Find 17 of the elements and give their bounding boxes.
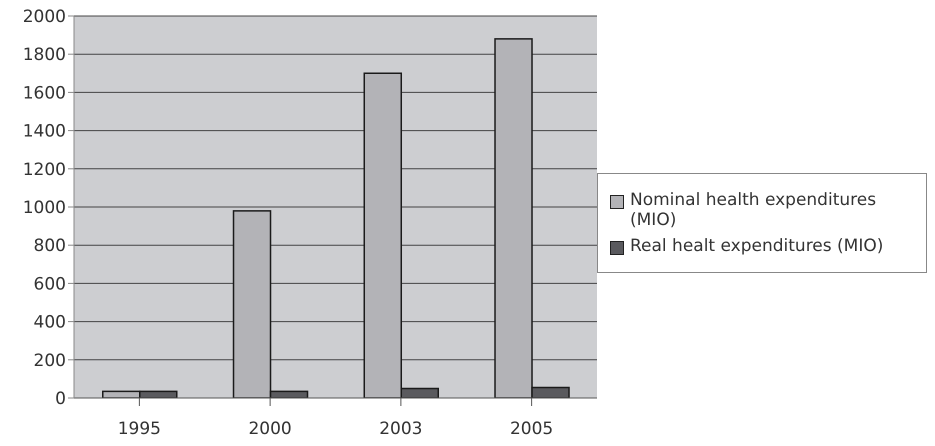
- y-tick-label: 1800: [22, 45, 66, 66]
- y-tick-label: 1000: [22, 198, 66, 218]
- legend-label: Nominal health expenditures (MIO): [630, 190, 878, 230]
- y-tick-label: 1600: [22, 83, 66, 104]
- y-tick-label: 400: [34, 312, 66, 333]
- legend-label: Real healt expenditures (MIO): [630, 236, 884, 256]
- x-tick-label: 2000: [248, 419, 292, 440]
- y-tick-label: 1400: [22, 122, 66, 142]
- y-tick-label: 0: [55, 389, 66, 410]
- x-tick-label: 2005: [510, 419, 554, 440]
- x-tick-label: 1995: [118, 419, 162, 440]
- y-tick-label: 600: [34, 274, 66, 294]
- y-tick-label: 2000: [22, 7, 66, 28]
- y-tick-label: 800: [34, 236, 66, 256]
- y-tick-label: 200: [34, 350, 66, 371]
- x-tick-label: 2003: [379, 419, 423, 440]
- y-tick-label: 1200: [22, 160, 66, 180]
